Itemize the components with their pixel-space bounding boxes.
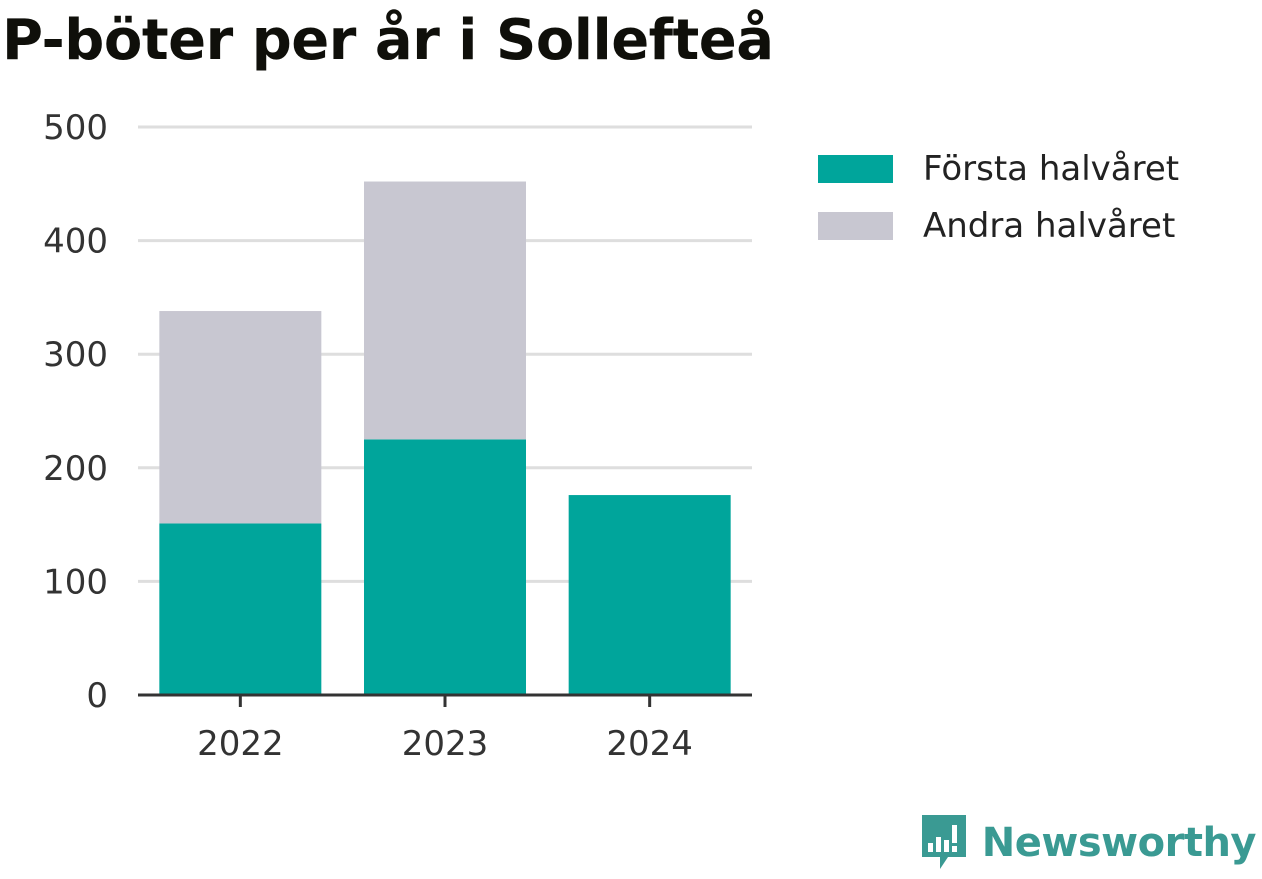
y-tick-label-500: 500 (43, 108, 108, 148)
bars (159, 181, 731, 695)
x-tick-label-2023: 2023 (402, 724, 489, 764)
legend-label-second-half: Andra halvåret (923, 205, 1176, 246)
y-tick-label-300: 300 (43, 335, 108, 375)
legend-swatch-first-half (818, 154, 893, 183)
axes: 0 100 200 300 400 500 2022 2023 2024 (43, 108, 752, 764)
x-tick-label-2022: 2022 (197, 724, 284, 764)
y-tick-label-400: 400 (43, 222, 108, 262)
bar-2022-second-half (159, 311, 322, 524)
chart-title: P-böter per år i Sollefteå (2, 8, 774, 73)
newsworthy-logo-icon (921, 815, 966, 869)
y-tick-label-0: 0 (86, 676, 108, 716)
legend-item-first-half: Första halvåret (818, 140, 1179, 197)
legend: Första halvåret Andra halvåret (818, 140, 1179, 254)
bar-2024-first-half (568, 495, 731, 695)
bar-2023-second-half (364, 181, 526, 440)
x-tick-label-2024: 2024 (606, 724, 693, 764)
bar-chart: 0 100 200 300 400 500 2022 2023 2024 (43, 108, 752, 764)
y-tick-label-100: 100 (43, 562, 108, 602)
bar-2022-first-half (159, 523, 322, 695)
legend-swatch-second-half (818, 211, 893, 240)
y-tick-label-200: 200 (43, 449, 108, 489)
legend-item-second-half: Andra halvåret (818, 197, 1179, 254)
bar-2023-first-half (364, 439, 526, 695)
brand: Newsworthy (920, 813, 1257, 873)
brand-name: Newsworthy (981, 820, 1257, 866)
legend-label-first-half: Första halvåret (923, 148, 1180, 189)
